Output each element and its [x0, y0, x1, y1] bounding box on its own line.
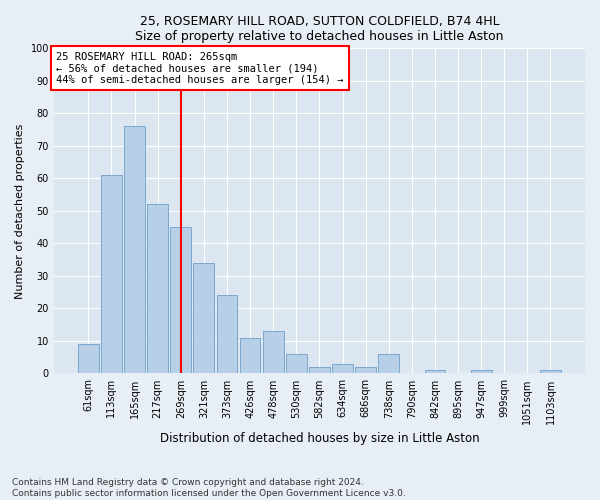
Bar	[101, 175, 122, 374]
Y-axis label: Number of detached properties: Number of detached properties	[15, 123, 25, 298]
Bar	[286, 354, 307, 374]
Bar	[332, 364, 353, 374]
Bar	[379, 354, 399, 374]
Bar	[540, 370, 561, 374]
Bar	[193, 263, 214, 374]
Title: 25, ROSEMARY HILL ROAD, SUTTON COLDFIELD, B74 4HL
Size of property relative to d: 25, ROSEMARY HILL ROAD, SUTTON COLDFIELD…	[135, 15, 503, 43]
Bar	[239, 338, 260, 374]
Text: Contains HM Land Registry data © Crown copyright and database right 2024.
Contai: Contains HM Land Registry data © Crown c…	[12, 478, 406, 498]
Bar	[124, 126, 145, 374]
X-axis label: Distribution of detached houses by size in Little Aston: Distribution of detached houses by size …	[160, 432, 479, 445]
Bar	[78, 344, 99, 374]
Bar	[355, 367, 376, 374]
Bar	[217, 296, 238, 374]
Bar	[309, 367, 330, 374]
Bar	[425, 370, 445, 374]
Bar	[170, 227, 191, 374]
Bar	[263, 331, 284, 374]
Bar	[471, 370, 491, 374]
Bar	[147, 204, 168, 374]
Text: 25 ROSEMARY HILL ROAD: 265sqm
← 56% of detached houses are smaller (194)
44% of : 25 ROSEMARY HILL ROAD: 265sqm ← 56% of d…	[56, 52, 344, 85]
